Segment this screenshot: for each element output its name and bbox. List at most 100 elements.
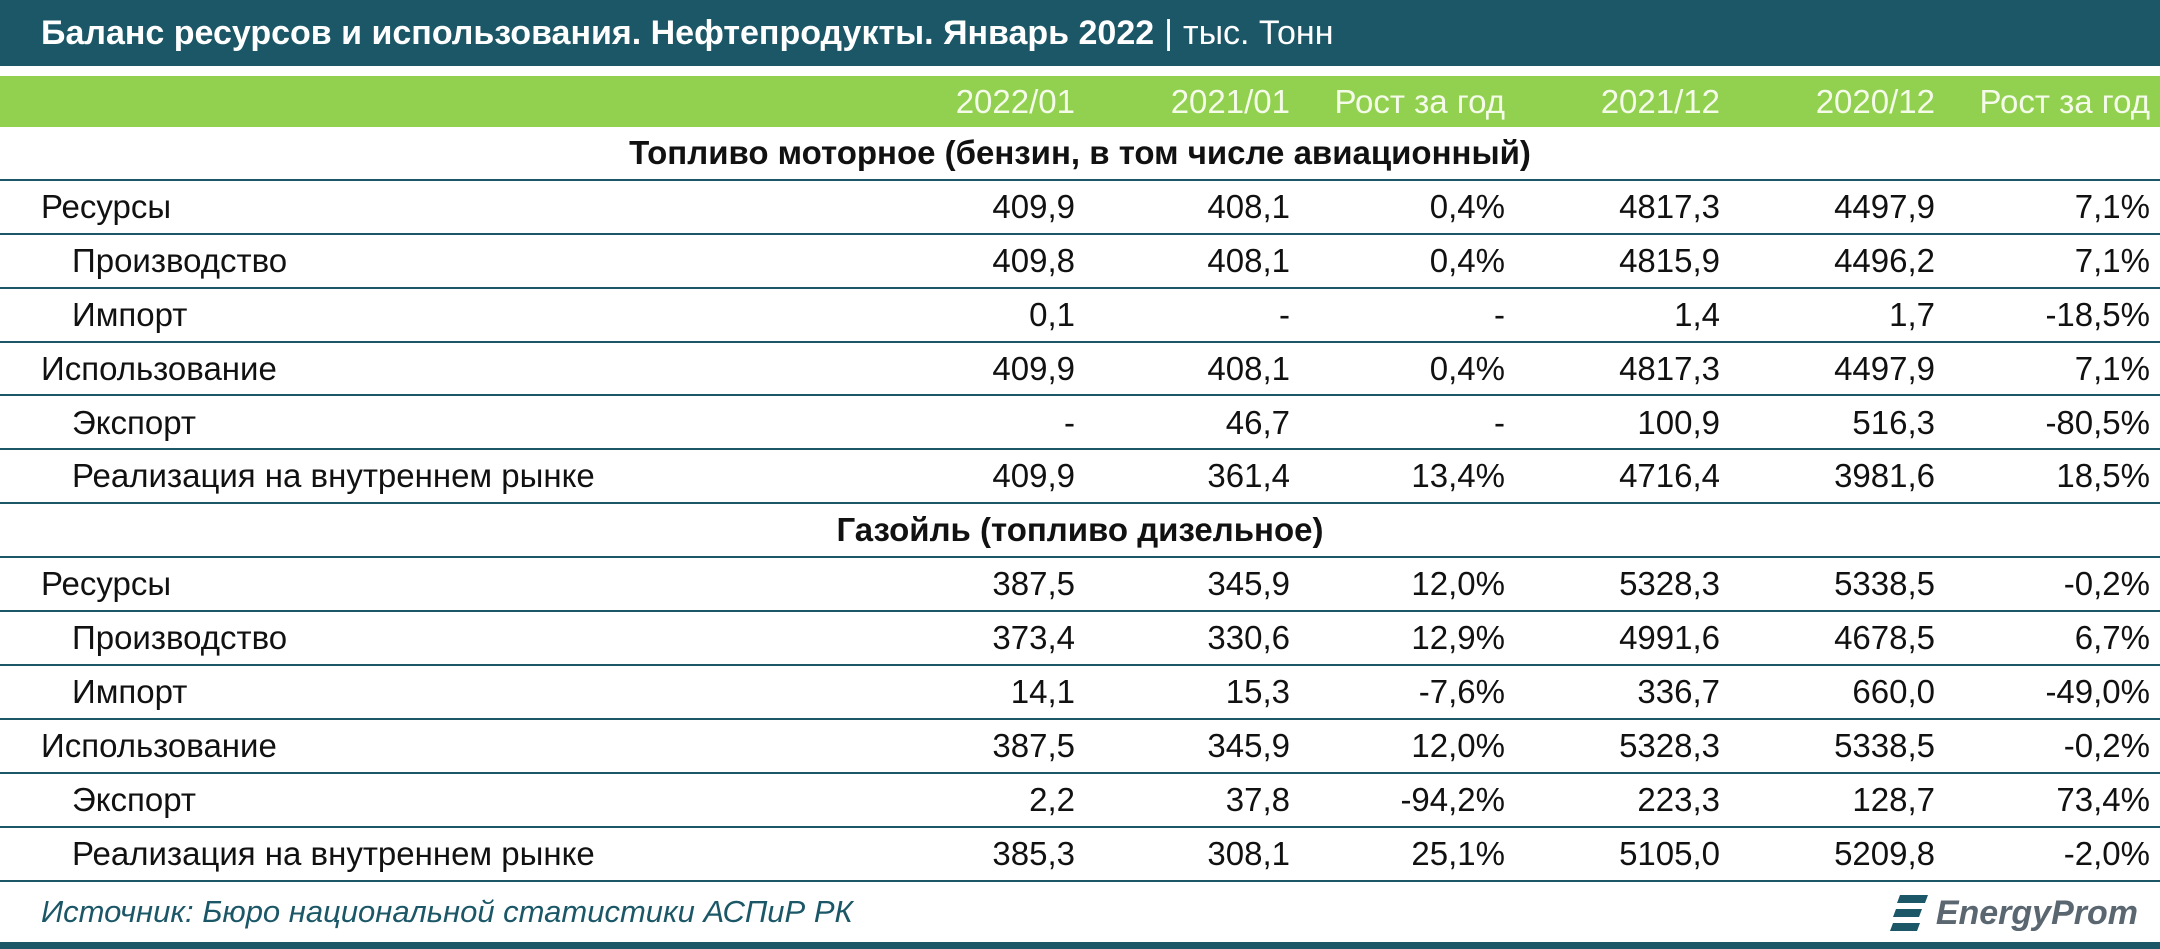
cell-value: - — [1064, 403, 1075, 441]
table-row: Экспорт - 46,7 - 100,9 516,3 -80,5% — [0, 397, 2160, 451]
row-label: Производство — [72, 619, 288, 657]
cell-value: 5209,8 — [1834, 834, 1935, 872]
row-label: Импорт — [72, 295, 188, 333]
logo-text: EnergyProm — [1935, 893, 2138, 932]
cell-value: 4817,3 — [1619, 187, 1720, 225]
cell-value: 408,1 — [1207, 241, 1290, 279]
cell-value: 2,2 — [1029, 780, 1075, 818]
cell-value: 12,9% — [1411, 619, 1505, 657]
cell-value: 4991,6 — [1619, 619, 1720, 657]
cell-value: 100,9 — [1637, 403, 1720, 441]
cell-value: -7,6% — [1418, 673, 1505, 710]
column-header: Рост за год — [1334, 83, 1505, 120]
cell-value: 0,4% — [1429, 187, 1505, 225]
cell-value: 15,3 — [1225, 673, 1290, 710]
cell-value: -2,0% — [2063, 834, 2150, 872]
separator: | — [1164, 14, 1173, 52]
row-label: Экспорт — [72, 780, 196, 818]
cell-value: 7,1% — [2074, 187, 2150, 225]
cell-value: 660,0 — [1852, 673, 1935, 710]
column-header: 2020/12 — [1815, 83, 1935, 120]
title-bar: Баланс ресурсов и использования. Нефтепр… — [0, 0, 2160, 66]
cell-value: 4496,2 — [1834, 241, 1935, 279]
cell-value: 73,4% — [2056, 780, 2150, 818]
cell-value: 387,5 — [992, 565, 1075, 603]
bottom-bar — [0, 942, 2160, 949]
logo-icon — [1889, 895, 1928, 931]
cell-value: -80,5% — [2045, 403, 2150, 441]
cell-value: 13,4% — [1411, 457, 1505, 495]
row-label: Импорт — [72, 673, 188, 710]
cell-value: 345,9 — [1207, 726, 1290, 764]
cell-value: 7,1% — [2074, 241, 2150, 279]
cell-value: 4678,5 — [1834, 619, 1935, 657]
header-row: 2022/01 2021/01 Рост за год 2021/12 2020/12 Р… — [0, 76, 2160, 127]
row-label: Экспорт — [72, 403, 196, 441]
cell-value: 308,1 — [1207, 834, 1290, 872]
row-label: Ресурсы — [41, 187, 172, 225]
row-label: Использование — [41, 726, 277, 764]
cell-value: 0,1 — [1029, 295, 1075, 333]
cell-value: - — [1279, 295, 1290, 333]
cell-value: 3981,6 — [1834, 457, 1935, 495]
table-row: Экспорт 2,2 37,8 -94,2% 223,3 128,7 73,4% — [0, 774, 2160, 828]
cell-value: 5338,5 — [1834, 565, 1935, 603]
section-row: Топливо моторное (бензин, в том числе ав… — [0, 127, 2160, 181]
cell-value: -0,2% — [2063, 726, 2150, 764]
cell-value: 5338,5 — [1834, 726, 1935, 764]
cell-value: 4497,9 — [1834, 187, 1935, 225]
cell-value: 345,9 — [1207, 565, 1290, 603]
cell-value: 223,3 — [1637, 780, 1720, 818]
cell-value: 4817,3 — [1619, 349, 1720, 387]
cell-value: 12,0% — [1411, 565, 1505, 603]
footer: Источник: Бюро национальной статистики А… — [0, 882, 2160, 942]
section-title: Газойль (топливо дизельное) — [836, 511, 1324, 549]
source: Источник: Бюро национальной статистики А… — [41, 894, 853, 929]
title: Баланс ресурсов и использования. Нефтепр… — [41, 14, 1155, 52]
column-header: 2021/01 — [1170, 83, 1290, 120]
column-header: Рост за год — [1979, 83, 2150, 120]
cell-value: 409,9 — [992, 457, 1075, 495]
table-row: Реализация на внутреннем рынке 385,3 308,1… — [0, 828, 2160, 882]
cell-value: 330,6 — [1207, 619, 1290, 657]
row-label: Ресурсы — [41, 565, 172, 603]
row-label: Производство — [72, 241, 288, 279]
cell-value: 18,5% — [2056, 457, 2150, 495]
cell-value: 5105,0 — [1619, 834, 1720, 872]
cell-value: 1,7 — [1889, 295, 1935, 333]
cell-value: 6,7% — [2074, 619, 2150, 657]
row-label: Использование — [41, 349, 277, 387]
cell-value: 409,9 — [992, 349, 1075, 387]
table-row: Реализация на внутреннем рынке 409,9 361,4… — [0, 450, 2160, 505]
section-title: Топливо моторное (бензин, в том числе ав… — [629, 134, 1531, 171]
cell-value: 46,7 — [1225, 403, 1290, 441]
cell-value: 1,4 — [1674, 295, 1720, 333]
cell-value: 408,1 — [1207, 349, 1290, 387]
cell-value: 4497,9 — [1834, 349, 1935, 387]
cell-value: 25,1% — [1411, 834, 1505, 872]
table-row: Ресурсы 387,5 345,9 12,0% 5328,3 5338,5 -0,2% — [0, 558, 2160, 613]
cell-value: 7,1% — [2074, 349, 2150, 387]
cell-value: 336,7 — [1637, 673, 1720, 710]
row-label: Реализация на внутреннем рынке — [72, 834, 595, 872]
cell-value: -0,2% — [2063, 565, 2150, 603]
cell-value: 5328,3 — [1619, 726, 1720, 764]
section-row: Газойль (топливо дизельное) — [0, 504, 2160, 559]
cell-value: 4716,4 — [1619, 457, 1720, 495]
cell-value: 5328,3 — [1619, 565, 1720, 603]
cell-value: 385,3 — [992, 834, 1075, 872]
logo: EnergyProm — [1889, 888, 2138, 938]
cell-value: 4815,9 — [1619, 241, 1720, 279]
cell-value: 128,7 — [1852, 780, 1935, 818]
cell-value: 12,0% — [1411, 726, 1505, 764]
table-row: Производство 373,4 330,6 12,9% 4991,6 4678,5 6… — [0, 612, 2160, 666]
cell-value: 0,4% — [1429, 349, 1505, 387]
row-label: Реализация на внутреннем рынке — [72, 457, 595, 495]
cell-value: 361,4 — [1207, 457, 1290, 495]
cell-value: 14,1 — [1010, 673, 1075, 710]
table-row: Импорт 0,1 - - 1,4 1,7 -18,5% — [0, 289, 2160, 343]
cell-value: 408,1 — [1207, 187, 1290, 225]
table-row: Импорт 14,1 15,3 -7,6% 336,7 660,0 -49,0% — [0, 666, 2160, 720]
column-header: 2022/01 — [955, 83, 1075, 120]
